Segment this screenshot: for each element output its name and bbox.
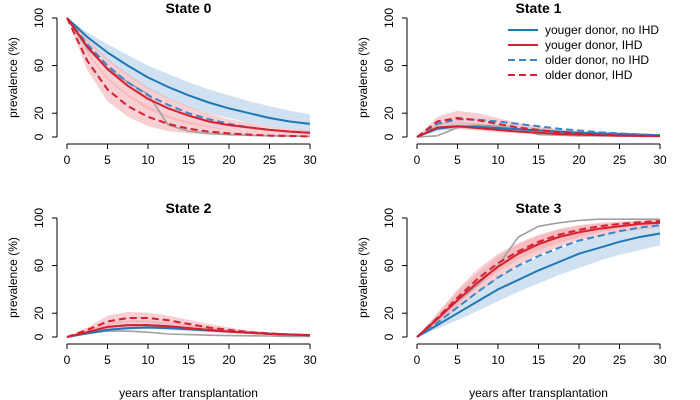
series-line-oi <box>66 17 311 138</box>
x-tick-label: 10 <box>141 153 155 167</box>
y-tick-label: 60 <box>382 59 396 73</box>
y-tick-label: 0 <box>382 333 396 340</box>
x-tick-label: 20 <box>572 153 586 167</box>
series-line-oi <box>416 220 661 338</box>
y-tick-label: 0 <box>382 133 396 140</box>
series-line-oi <box>416 117 661 138</box>
band-yn <box>417 225 660 337</box>
y-tick-label: 60 <box>32 259 46 273</box>
series-line-yi <box>66 17 311 134</box>
panel-state-0: State 0 0 5 10 15 20 25 30 0 20 60 100 prevalence (%… <box>6 0 317 167</box>
panel-title: State 1 <box>516 0 562 16</box>
y-axis-label: prevalence (%) <box>6 237 20 318</box>
y-axis-label: prevalence (%) <box>356 237 370 318</box>
panel-title: State 0 <box>166 0 212 16</box>
legend-label-young-ihd: youger donor, IHD <box>545 38 643 52</box>
band-yn <box>67 18 310 132</box>
x-tick-label: 0 <box>414 353 421 367</box>
x-tick-label: 15 <box>182 153 196 167</box>
legend-label-older-ihd: older donor, IHD <box>545 68 633 82</box>
x-tick-label: 15 <box>182 353 196 367</box>
band-oi <box>67 18 310 137</box>
legend: youger donor, no IHD youger donor, IHD o… <box>508 23 659 82</box>
series-line-on <box>416 118 661 138</box>
x-tick-label: 20 <box>222 353 236 367</box>
series-line-yi <box>416 221 661 338</box>
x-tick-label: 5 <box>454 153 461 167</box>
y-tick-label: 0 <box>32 133 46 140</box>
x-tick-label: 5 <box>454 353 461 367</box>
series-line-yi <box>66 324 311 338</box>
y-tick-label: 20 <box>382 106 396 120</box>
panel-state-3: State 3 0 5 10 15 20 25 30 0 20 60 100 prevalence (%… <box>356 200 667 400</box>
x-tick-label: 0 <box>414 153 421 167</box>
x-tick-label: 25 <box>263 353 277 367</box>
series-line-on <box>66 17 311 134</box>
y-tick-label: 20 <box>32 306 46 320</box>
y-tick-label: 100 <box>32 208 46 228</box>
series-line-yn <box>66 17 311 125</box>
x-tick-label: 0 <box>64 153 71 167</box>
x-tick-label: 10 <box>491 153 505 167</box>
y-tick-label: 60 <box>32 59 46 73</box>
x-tick-label: 30 <box>653 153 667 167</box>
x-tick-label: 30 <box>653 353 667 367</box>
panel-title: State 3 <box>516 200 562 216</box>
y-axis-label: prevalence (%) <box>6 37 20 118</box>
y-tick-label: 100 <box>382 208 396 228</box>
x-tick-label: 30 <box>303 353 317 367</box>
panel-state-2: State 2 0 5 10 15 20 25 30 0 20 60 100 prevalence (%… <box>6 200 317 400</box>
x-axis-label: years after transplantation <box>119 386 258 400</box>
y-axis-label: prevalence (%) <box>356 37 370 118</box>
x-tick-label: 15 <box>532 153 546 167</box>
series-line-on <box>416 224 661 338</box>
legend-entry: youger donor, IHD <box>508 38 643 52</box>
y-tick-label: 20 <box>32 106 46 120</box>
legend-label-young-no-ihd: youger donor, no IHD <box>545 23 659 37</box>
series-line-obs <box>66 330 310 338</box>
x-tick-label: 30 <box>303 153 317 167</box>
x-tick-label: 15 <box>532 353 546 367</box>
panel-title: State 2 <box>166 200 212 216</box>
y-tick-label: 100 <box>382 8 396 28</box>
y-tick-label: 60 <box>382 259 396 273</box>
x-tick-label: 20 <box>222 153 236 167</box>
x-tick-label: 20 <box>572 353 586 367</box>
y-tick-label: 20 <box>382 306 396 320</box>
legend-entry: youger donor, no IHD <box>508 23 659 37</box>
series-line-yn <box>416 232 661 338</box>
legend-entry: older donor, IHD <box>508 68 633 82</box>
x-tick-label: 25 <box>613 353 627 367</box>
x-tick-label: 10 <box>141 353 155 367</box>
x-tick-label: 5 <box>104 353 111 367</box>
y-tick-label: 0 <box>32 333 46 340</box>
band-oi <box>417 110 660 137</box>
panel-state-1: State 1 0 5 10 15 20 25 30 0 20 60 100 prevalence (%… <box>356 0 667 167</box>
legend-entry: older donor, no IHD <box>508 53 649 67</box>
x-tick-label: 5 <box>104 153 111 167</box>
series-line-oi <box>66 317 311 338</box>
x-tick-label: 25 <box>613 153 627 167</box>
x-tick-label: 0 <box>64 353 71 367</box>
x-tick-label: 10 <box>491 353 505 367</box>
legend-label-older-no-ihd: older donor, no IHD <box>545 53 649 67</box>
x-axis-label: years after transplantation <box>469 386 608 400</box>
x-tick-label: 25 <box>263 153 277 167</box>
y-tick-label: 100 <box>32 8 46 28</box>
